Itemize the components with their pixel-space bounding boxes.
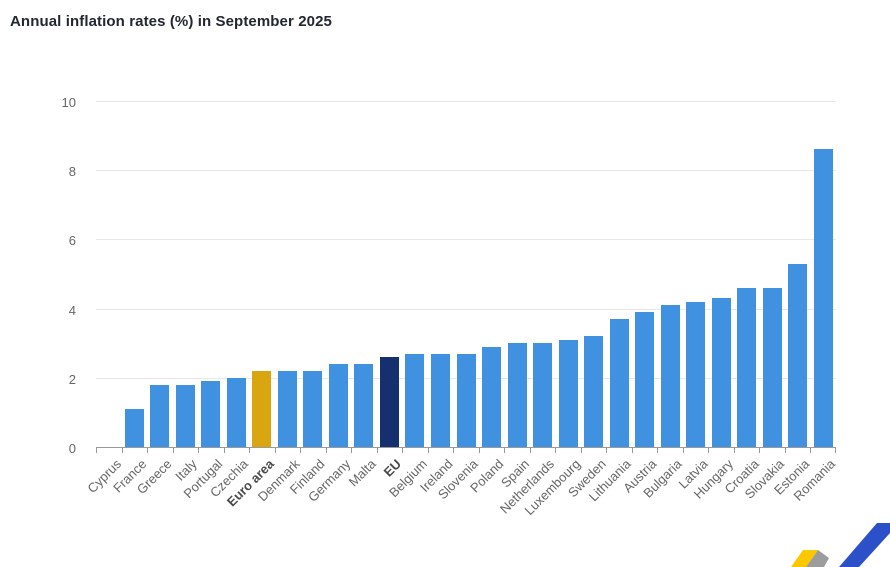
bar-bulgaria[interactable] xyxy=(660,305,680,447)
x-axis-tick xyxy=(657,448,658,453)
x-axis-tick xyxy=(555,448,556,453)
x-axis-tick xyxy=(122,448,123,453)
bar-czechia[interactable] xyxy=(226,377,246,447)
gridline-y-4 xyxy=(96,308,836,310)
eurostat-logo-mark xyxy=(791,523,890,567)
gridline-y-6 xyxy=(96,239,836,241)
bar-luxembourg[interactable] xyxy=(558,339,578,447)
x-axis-label-malta: Malta xyxy=(345,456,379,490)
x-axis-tick xyxy=(453,448,454,453)
bar-hungary[interactable] xyxy=(711,298,731,447)
x-axis-tick xyxy=(759,448,760,453)
x-axis-tick xyxy=(249,448,250,453)
bar-denmark[interactable] xyxy=(277,370,297,447)
x-axis-tick xyxy=(351,448,352,453)
x-axis-tick xyxy=(147,448,148,453)
x-axis-tick xyxy=(198,448,199,453)
bar-belgium[interactable] xyxy=(405,353,425,447)
x-axis-tick xyxy=(479,448,480,453)
x-axis-tick xyxy=(402,448,403,453)
bar-finland[interactable] xyxy=(303,370,323,447)
y-axis-tick-label: 2 xyxy=(68,371,76,387)
bar-sweden[interactable] xyxy=(584,336,604,447)
bar-portugal[interactable] xyxy=(201,381,221,447)
y-axis-tick-label: 8 xyxy=(68,164,76,180)
bar-ireland[interactable] xyxy=(430,353,450,447)
y-axis-tick-label: 0 xyxy=(68,441,76,456)
bar-romania[interactable] xyxy=(813,149,833,447)
bar-lithuania[interactable] xyxy=(609,318,629,447)
bar-estonia[interactable] xyxy=(788,263,808,447)
x-axis-tick xyxy=(300,448,301,453)
x-axis-tick xyxy=(275,448,276,453)
x-axis-tick xyxy=(173,448,174,453)
x-axis-tick xyxy=(530,448,531,453)
x-axis-tick xyxy=(632,448,633,453)
y-axis-tick-label: 4 xyxy=(68,302,76,318)
bar-eu[interactable] xyxy=(379,357,399,447)
y-axis-tick-label: 10 xyxy=(61,95,76,110)
bar-slovenia[interactable] xyxy=(456,353,476,447)
bar-france[interactable] xyxy=(124,408,144,447)
x-axis-tick xyxy=(708,448,709,453)
x-axis-tick xyxy=(810,448,811,453)
bar-poland[interactable] xyxy=(482,346,502,447)
bar-latvia[interactable] xyxy=(686,301,706,447)
eurostat-logo-gray-face xyxy=(806,550,829,567)
x-axis-tick xyxy=(785,448,786,453)
bar-euro-area[interactable] xyxy=(252,370,272,447)
x-axis-tick xyxy=(326,448,327,453)
bar-italy[interactable] xyxy=(175,384,195,447)
bar-greece[interactable] xyxy=(150,384,170,447)
x-axis-tick xyxy=(504,448,505,453)
x-axis-tick xyxy=(734,448,735,453)
plot-area: 0 2 4 6 8 10 Cyprus France Greece Italy Portugal Cz… xyxy=(62,96,839,518)
bar-croatia[interactable] xyxy=(737,287,757,447)
x-axis-tick xyxy=(606,448,607,453)
chart-title: Annual inflation rates (%) in September … xyxy=(10,13,332,30)
x-axis-tick xyxy=(428,448,429,453)
gridline-y-8 xyxy=(96,170,836,172)
bar-germany[interactable] xyxy=(328,363,348,447)
x-axis-tick xyxy=(377,448,378,453)
eurostat-logo-blue-stroke xyxy=(839,523,890,567)
bar-slovakia[interactable] xyxy=(762,287,782,447)
bar-spain[interactable] xyxy=(507,343,527,447)
y-axis-tick-label: 6 xyxy=(68,233,76,249)
bar-austria[interactable] xyxy=(635,312,655,447)
eurostat-logo-yellow-face xyxy=(791,550,818,567)
bar-malta[interactable] xyxy=(354,363,374,447)
bar-netherlands[interactable] xyxy=(533,343,553,447)
x-axis-tick xyxy=(96,448,97,453)
x-axis-tick xyxy=(581,448,582,453)
gridline-y-10 xyxy=(96,101,836,102)
x-axis-tick xyxy=(224,448,225,453)
x-axis-tick xyxy=(835,448,836,453)
x-axis-tick xyxy=(683,448,684,453)
